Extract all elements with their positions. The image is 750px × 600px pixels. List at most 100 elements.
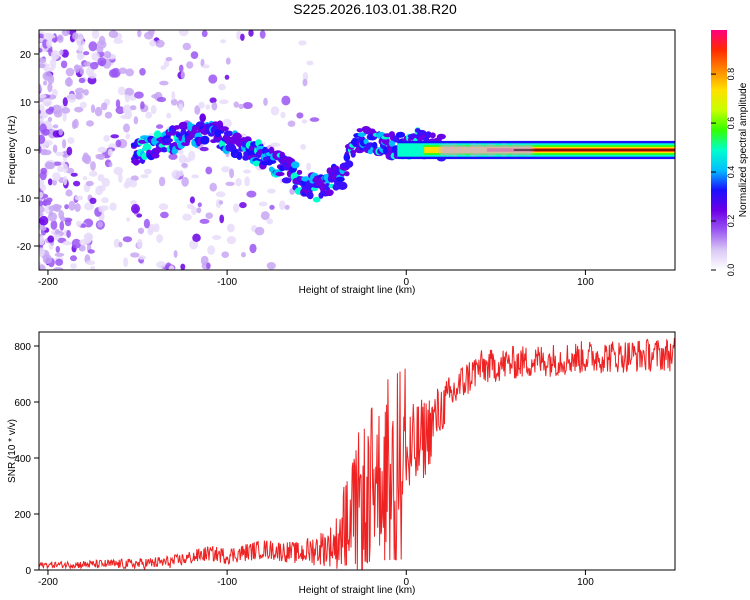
heatmap-noise-cell	[77, 52, 84, 61]
heatmap-cells	[39, 30, 675, 270]
heatmap-noise-cell	[76, 38, 82, 46]
heatmap-noise-cell	[57, 165, 64, 173]
heatmap-halo-cell	[467, 143, 476, 157]
heatmap-noise-cell	[66, 76, 72, 87]
heatmap-ridge-cell	[200, 135, 210, 145]
heatmap-noise-cell	[97, 221, 103, 228]
heatmap-noise-cell	[246, 190, 257, 198]
heatmap-noise-cell	[224, 74, 230, 80]
heatmap-ridge-cell	[160, 147, 168, 153]
heatmap-noise-cell	[300, 144, 307, 150]
heatmap-noise-cell	[233, 203, 240, 213]
heatmap-noise-cell	[115, 139, 122, 148]
snr-line	[39, 337, 675, 570]
heatmap-ridge-cell	[236, 151, 243, 160]
heatmap-noise-cell	[280, 111, 286, 119]
heatmap-noise-cell	[270, 106, 280, 116]
heatmap-noise-cell	[71, 120, 77, 130]
heatmap-y-tick-label: -10	[17, 194, 32, 205]
heatmap-noise-cell	[42, 149, 52, 156]
heatmap-ridge-cell	[324, 183, 331, 191]
heatmap-ridge-cell	[178, 121, 189, 130]
heatmap-noise-cell	[151, 94, 160, 99]
heatmap-noise-cell	[66, 146, 73, 156]
heatmap-noise-cell	[267, 188, 276, 194]
heatmap-x-tick-label: -200	[38, 277, 58, 288]
heatmap-ridge-cell	[132, 158, 140, 166]
heatmap-noise-cell	[113, 238, 121, 248]
heatmap-x-tick-label: 0	[403, 277, 409, 288]
heatmap-noise-cell	[199, 218, 210, 224]
heatmap-ridge-cell	[291, 161, 300, 169]
heatmap-noise-cell	[70, 172, 78, 177]
heatmap-y-tick-label: 20	[20, 50, 32, 61]
heatmap-noise-cell	[46, 39, 53, 48]
snr-frame	[38, 331, 676, 571]
heatmap-noise-cell	[47, 117, 53, 122]
heatmap-halo-cell	[438, 144, 447, 156]
heatmap-noise-cell	[55, 151, 65, 156]
heatmap-noise-cell	[62, 163, 68, 173]
heatmap-noise-cell	[83, 89, 89, 96]
heatmap-noise-cell	[168, 265, 175, 270]
heatmap-halo-cell	[465, 145, 473, 155]
heatmap-halo-cell	[478, 144, 487, 156]
heatmap-noise-cell	[126, 217, 131, 222]
heatmap-noise-cell	[74, 64, 80, 73]
heatmap-noise-cell	[39, 215, 49, 226]
heatmap-ridge-cell	[163, 137, 173, 143]
heatmap-noise-cell	[61, 30, 70, 37]
heatmap-ridge-cell	[214, 129, 222, 138]
heatmap-halo-cell	[475, 143, 484, 157]
heatmap-noise-cell	[136, 213, 143, 218]
heatmap-noise-cell	[70, 255, 77, 262]
heatmap-noise-cell	[108, 69, 119, 78]
heatmap-noise-cell	[244, 176, 251, 187]
heatmap-noise-cell	[120, 114, 130, 120]
heatmap-noise-cell	[196, 207, 202, 214]
heatmap-noise-cell	[137, 227, 145, 234]
heatmap-noise-cell	[143, 218, 150, 229]
heatmap-noise-cell	[221, 166, 231, 173]
heatmap-noise-cell	[158, 176, 166, 187]
heatmap-noise-cell	[156, 261, 166, 269]
heatmap-ridge-cell	[335, 176, 345, 182]
heatmap-noise-cell	[88, 41, 98, 52]
heatmap-noise-cell	[208, 74, 218, 84]
heatmap-noise-cell	[301, 119, 308, 124]
colorbar-tick-label: 0.6	[726, 117, 736, 130]
heatmap-noise-cell	[52, 172, 61, 182]
heatmap-noise-cell	[144, 168, 152, 175]
heatmap-noise-cell	[124, 94, 130, 103]
heatmap-noise-cell	[186, 61, 194, 69]
heatmap-noise-cell	[101, 197, 109, 204]
heatmap-noise-cell	[137, 30, 142, 38]
heatmap-noise-cell	[40, 167, 48, 175]
heatmap-noise-cell	[235, 178, 242, 187]
heatmap-noise-cell	[58, 210, 65, 220]
heatmap-noise-cell	[78, 77, 86, 84]
heatmap-noise-cell	[101, 102, 108, 111]
heatmap-halo-cell	[491, 145, 500, 155]
heatmap-noise-cell	[147, 227, 154, 236]
heatmap-noise-cell	[108, 162, 113, 167]
heatmap-noise-cell	[42, 98, 53, 107]
heatmap-halo-cell	[499, 143, 508, 157]
heatmap-noise-cell	[123, 123, 130, 133]
heatmap-noise-cell	[189, 196, 195, 204]
heatmap-noise-cell	[266, 218, 274, 225]
colorbar-tick-label: 0.0	[726, 264, 736, 277]
heatmap-halo-cell	[473, 144, 481, 156]
heatmap-noise-cell	[306, 162, 311, 171]
heatmap-x-tick-label: -100	[217, 277, 237, 288]
heatmap-noise-cell	[90, 61, 99, 70]
heatmap-noise-cell	[205, 212, 213, 219]
heatmap-noise-cell	[57, 34, 64, 43]
heatmap-ridge-cell	[252, 160, 261, 167]
colorbar-tick-label: 0.4	[726, 166, 736, 179]
heatmap-noise-cell	[163, 60, 170, 68]
heatmap-noise-cell	[59, 221, 65, 231]
heatmap-noise-cell	[39, 123, 47, 134]
heatmap-noise-cell	[207, 245, 216, 255]
heatmap-noise-cell	[44, 67, 54, 73]
